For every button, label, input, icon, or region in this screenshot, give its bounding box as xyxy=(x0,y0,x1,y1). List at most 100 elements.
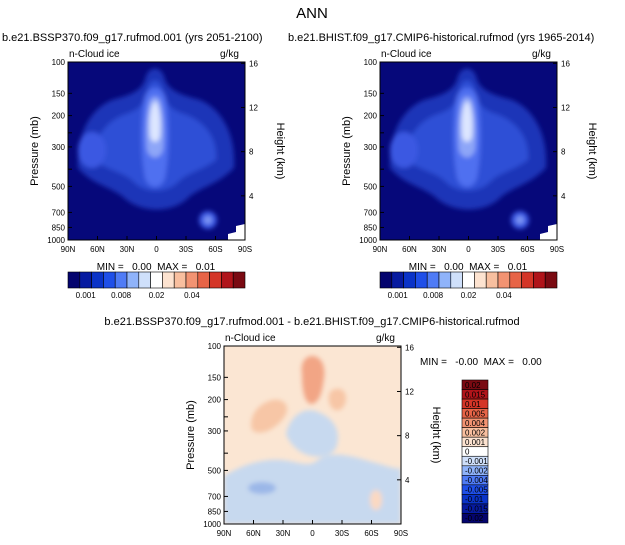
y-tick-label: 300 xyxy=(52,143,66,152)
contour-field xyxy=(224,346,401,524)
y-tick-label: 100 xyxy=(52,58,66,67)
colorbar-label: -0.01 xyxy=(465,495,484,504)
contour-field xyxy=(380,62,557,240)
colorbar-label: 0.004 xyxy=(465,419,486,428)
height-tick-label: 4 xyxy=(405,476,410,485)
x-tick-label: 0 xyxy=(466,245,471,254)
panel-diff: b.e21.BSSP370.f09_g17.rufmod.001 - b.e21… xyxy=(104,316,542,538)
contour-blob xyxy=(390,132,418,168)
y-axis-right-label: Height (km) xyxy=(274,123,286,180)
y-tick-label: 300 xyxy=(364,143,378,152)
stats-text: MIN = -0.00 MAX = 0.00 xyxy=(420,357,542,368)
y-tick-label: 200 xyxy=(52,112,66,121)
height-tick-label: 16 xyxy=(561,59,570,68)
x-tick-label: 30N xyxy=(120,245,135,254)
field-label: n-Cloud ice xyxy=(381,49,432,60)
x-tick-label: 90S xyxy=(550,245,564,254)
colorbar-label: 0.002 xyxy=(465,428,486,437)
height-tick-label: 8 xyxy=(405,432,410,441)
colorbar-label: 0.001 xyxy=(76,291,97,300)
height-tick-label: 8 xyxy=(561,148,566,157)
colorbar-swatch xyxy=(450,271,463,289)
colorbar-label: -0.02 xyxy=(465,514,484,523)
colorbar-swatch xyxy=(485,271,499,289)
colorbar-label: -0.015 xyxy=(465,505,488,514)
x-tick-label: 30S xyxy=(335,529,349,538)
colorbar-swatch xyxy=(162,271,175,289)
colorbar-label: 0.01 xyxy=(465,400,481,409)
y-tick-label: 150 xyxy=(364,89,378,98)
colorbar-swatch xyxy=(150,271,163,289)
colorbar-swatch xyxy=(114,271,128,289)
x-tick-label: 60N xyxy=(246,529,261,538)
x-tick-label: 60N xyxy=(402,245,417,254)
x-tick-label: 60S xyxy=(520,245,534,254)
y-tick-label: 200 xyxy=(208,396,222,405)
field-label: n-Cloud ice xyxy=(225,333,276,344)
panel-title: b.e21.BSSP370.f09_g17.rufmod.001 (yrs 20… xyxy=(2,32,263,44)
colorbar-swatch xyxy=(197,271,210,289)
y-ticks: 100 150 200 300 500 700 850 1000 xyxy=(359,58,384,245)
y-tick-label: 700 xyxy=(52,208,66,217)
contour-level-5 xyxy=(461,101,473,142)
colorbar-label: -0.004 xyxy=(465,476,488,485)
colorbar-swatch xyxy=(185,271,199,289)
height-tick-label: 12 xyxy=(561,103,570,112)
contour-negative xyxy=(224,454,401,524)
x-tick-label: 30S xyxy=(179,245,193,254)
colorbar-swatch xyxy=(138,271,151,289)
colorbar-label: -0.002 xyxy=(465,467,488,476)
y-tick-label: 150 xyxy=(208,373,222,382)
y-axis-label: Pressure (mb) xyxy=(185,400,197,470)
x-ticks: 90N 60N 30N 0 30S 60S 90S xyxy=(217,520,408,538)
height-ticks: 16 12 8 4 xyxy=(397,343,414,485)
colorbar-swatch xyxy=(544,271,558,289)
field-label: n-Cloud ice xyxy=(69,49,120,60)
x-tick-label: 60S xyxy=(364,529,378,538)
colorbar-label: 0.008 xyxy=(423,291,444,300)
height-tick-label: 8 xyxy=(249,148,254,157)
y-ticks: 100 150 200 300 500 700 850 1000 xyxy=(203,342,228,529)
colorbar-label: 0.02 xyxy=(149,291,165,300)
colorbar-swatch xyxy=(103,271,116,289)
colorbar: 0.001 0.008 0.02 0.04 xyxy=(67,271,246,300)
colorbar-swatch xyxy=(533,271,546,289)
colorbar-label: 0 xyxy=(465,448,470,457)
contour-blob xyxy=(516,216,524,224)
units-label: g/kg xyxy=(376,333,395,344)
contour-positive xyxy=(328,388,346,411)
y-axis-right-label: Height (km) xyxy=(586,123,598,180)
height-tick-label: 4 xyxy=(561,192,566,201)
panel-right: b.e21.BHIST.f09_g17.CMIP6-historical.ruf… xyxy=(288,32,598,300)
x-tick-label: 30S xyxy=(491,245,505,254)
y-tick-label: 150 xyxy=(52,89,66,98)
x-tick-label: 0 xyxy=(154,245,159,254)
y-axis-label: Pressure (mb) xyxy=(29,116,41,186)
colorbar-label: -0.001 xyxy=(465,457,488,466)
y-tick-label: 850 xyxy=(364,223,378,232)
x-tick-label: 90N xyxy=(61,245,76,254)
colorbar-swatch xyxy=(509,271,522,289)
colorbar-label: -0.005 xyxy=(465,486,488,495)
y-tick-label: 500 xyxy=(364,182,378,191)
colorbar-label: 0.02 xyxy=(465,381,481,390)
colorbar-label: 0.02 xyxy=(461,291,477,300)
contour-field xyxy=(68,62,245,240)
y-tick-label: 1000 xyxy=(359,236,377,245)
x-ticks: 90N 60N 30N 0 30S 60S 90S xyxy=(61,236,252,254)
height-tick-label: 12 xyxy=(405,387,414,396)
colorbar-label: 0.04 xyxy=(184,291,200,300)
colorbar-swatch xyxy=(521,271,534,289)
x-tick-label: 90N xyxy=(373,245,388,254)
colorbar-swatch xyxy=(391,271,404,289)
x-tick-label: 30N xyxy=(276,529,291,538)
height-ticks: 16 12 8 4 xyxy=(241,59,258,201)
colorbar-label: 0.005 xyxy=(465,409,486,418)
x-tick-label: 90S xyxy=(394,529,408,538)
colorbar-swatch xyxy=(221,271,234,289)
colorbar-swatch xyxy=(426,271,440,289)
contour-level-5 xyxy=(149,101,161,142)
colorbar-swatch xyxy=(497,271,511,289)
colorbar-swatch xyxy=(462,271,475,289)
